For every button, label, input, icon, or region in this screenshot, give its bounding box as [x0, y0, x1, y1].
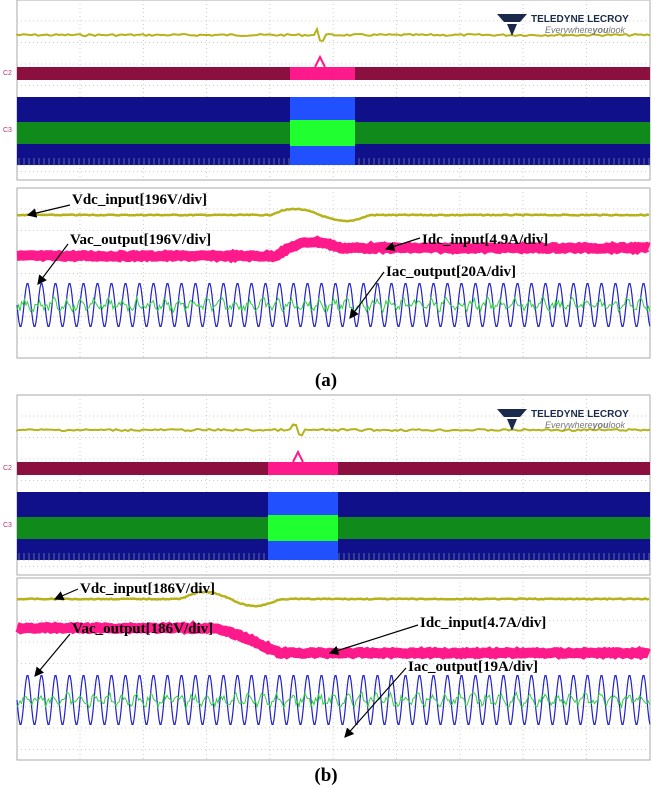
- channel-label: C3: [3, 522, 12, 529]
- logo-brand: TELEDYNE LECROY: [531, 14, 629, 25]
- tagline-part: you: [592, 25, 610, 35]
- channel-label: C3: [3, 127, 12, 134]
- waveform-label: Vdc_input[196V/div]: [72, 192, 207, 208]
- figure: C2C3TELEDYNE LECROYEverywhereyoulookVdc_…: [0, 0, 653, 788]
- channel-label: C2: [3, 465, 12, 472]
- waveform-label: Iac_output[20A/div]: [386, 264, 516, 280]
- waveform-label: Idc_input[4.7A/div]: [420, 615, 546, 631]
- tagline-part: Everywhere: [545, 420, 593, 430]
- logo-tagline: Everywhereyoulook: [545, 25, 626, 35]
- waveform-label: Vac_output[186V/div]: [72, 621, 213, 637]
- waveform-label: Idc_input[4.9A/div]: [422, 232, 548, 248]
- waveform-label: Iac_output[19A/div]: [408, 659, 538, 675]
- waveform-label: Vdc_input[186V/div]: [80, 581, 215, 597]
- waveform-label: Vac_output[196V/div]: [70, 232, 211, 248]
- logo-brand: TELEDYNE LECROY: [531, 409, 629, 420]
- logo-tagline: Everywhereyoulook: [545, 420, 626, 430]
- scope-frame: [17, 578, 650, 760]
- tagline-part: Everywhere: [545, 25, 593, 35]
- idc-transient: [290, 67, 355, 80]
- caption: (a): [315, 370, 337, 391]
- tagline-part: you: [592, 420, 610, 430]
- idc-transient: [268, 462, 338, 475]
- tagline-part: look: [609, 420, 626, 430]
- vac-transient: [268, 515, 338, 541]
- vac-transient: [290, 120, 355, 146]
- tagline-part: look: [609, 25, 626, 35]
- caption: (b): [314, 765, 337, 786]
- channel-label: C2: [3, 70, 12, 77]
